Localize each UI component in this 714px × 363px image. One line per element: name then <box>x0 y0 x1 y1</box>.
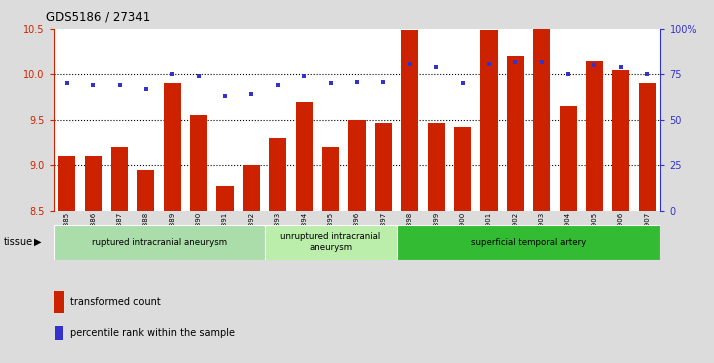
Point <box>536 59 548 65</box>
Point <box>87 82 99 88</box>
Point <box>642 72 653 77</box>
Point <box>61 81 72 86</box>
Bar <box>507 56 524 211</box>
Point <box>166 72 178 77</box>
Point <box>483 61 495 66</box>
Bar <box>401 30 418 211</box>
Bar <box>55 326 64 340</box>
Point <box>457 81 468 86</box>
Point <box>114 82 125 88</box>
Point <box>246 91 257 97</box>
Text: transformed count: transformed count <box>70 297 161 307</box>
Bar <box>269 138 286 211</box>
Bar <box>265 225 396 260</box>
Point <box>351 79 363 85</box>
Text: unruptured intracranial
aneurysm: unruptured intracranial aneurysm <box>281 232 381 252</box>
Point <box>272 82 283 88</box>
Bar <box>428 122 445 211</box>
Bar <box>613 70 630 211</box>
Bar <box>375 122 392 211</box>
Bar <box>190 115 207 211</box>
Bar <box>586 61 603 211</box>
Bar <box>216 186 233 211</box>
Bar <box>396 225 660 260</box>
Bar <box>533 29 550 211</box>
Bar <box>243 165 260 211</box>
Bar <box>111 147 128 211</box>
Point <box>589 62 600 68</box>
Bar <box>54 225 265 260</box>
Point <box>378 79 389 85</box>
Bar <box>58 156 75 211</box>
Point <box>615 64 627 70</box>
Text: GDS5186 / 27341: GDS5186 / 27341 <box>46 11 151 24</box>
Point <box>431 64 442 70</box>
Bar <box>296 102 313 211</box>
Bar <box>348 120 366 211</box>
Bar <box>560 106 577 211</box>
Bar <box>639 83 656 211</box>
Point <box>325 81 336 86</box>
Bar <box>164 83 181 211</box>
Bar <box>481 30 498 211</box>
Bar <box>322 147 339 211</box>
Point <box>563 72 574 77</box>
Text: percentile rank within the sample: percentile rank within the sample <box>70 328 235 338</box>
Text: tissue: tissue <box>4 237 33 247</box>
Bar <box>54 291 64 313</box>
Bar <box>137 170 154 211</box>
Point <box>510 59 521 65</box>
Point <box>140 86 151 92</box>
Text: superficial temporal artery: superficial temporal artery <box>471 238 586 247</box>
Text: ▶: ▶ <box>34 237 42 247</box>
Bar <box>84 156 101 211</box>
Point <box>298 73 310 79</box>
Point <box>219 93 231 99</box>
Bar <box>454 127 471 211</box>
Point <box>404 61 416 66</box>
Point <box>193 73 204 79</box>
Text: ruptured intracranial aneurysm: ruptured intracranial aneurysm <box>91 238 226 247</box>
